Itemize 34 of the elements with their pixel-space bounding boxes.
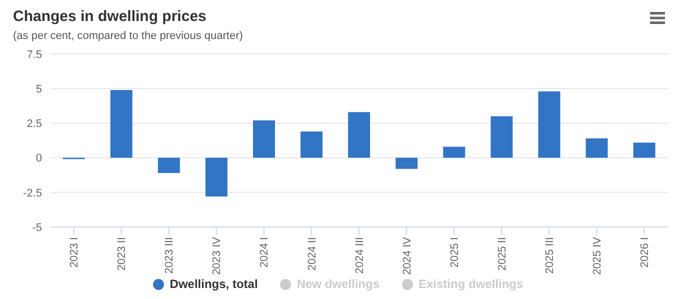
x-tick-label: 2024 IV <box>401 236 414 275</box>
x-tick-label: 2023 III <box>164 237 176 274</box>
x-tick-label: 2024 I <box>258 237 271 268</box>
x-tick-label: 2025 II <box>496 237 508 271</box>
y-tick-label: -2.5 <box>23 187 42 200</box>
y-tick-label: 0 <box>36 152 42 165</box>
bar <box>538 91 560 158</box>
bar <box>158 158 180 174</box>
bar <box>490 116 513 158</box>
y-tick-label: -5 <box>32 222 42 234</box>
bar <box>586 138 608 158</box>
x-tick-label: 2025 I <box>448 237 461 268</box>
bar <box>443 146 466 158</box>
bar <box>205 158 228 197</box>
x-tick-label: 2023 II <box>116 237 128 271</box>
x-tick-label: 2024 III <box>354 237 366 274</box>
x-tick-label: 2023 IV <box>211 236 224 275</box>
x-tick-label: 2025 IV <box>592 236 604 275</box>
chart-subtitle: (as per cent, compared to the previous quarter) <box>13 30 243 42</box>
x-tick-label: 2023 I <box>68 237 81 268</box>
x-tick-label: 2024 II <box>306 237 318 271</box>
y-tick-label: 5 <box>36 84 42 96</box>
x-tick-label: 2026 I <box>639 237 652 268</box>
bar <box>396 158 418 169</box>
y-tick-label: 2.5 <box>26 118 42 130</box>
bar <box>348 112 370 158</box>
bar <box>633 142 656 158</box>
legend-label: Dwellings, total <box>168 277 258 291</box>
bar <box>300 132 323 158</box>
bar <box>110 90 132 158</box>
chart-title: Changes in dwelling prices <box>13 8 206 25</box>
y-tick-label: 7.5 <box>26 48 42 61</box>
x-tick-label: 2025 III <box>544 237 556 274</box>
bar <box>252 120 275 158</box>
